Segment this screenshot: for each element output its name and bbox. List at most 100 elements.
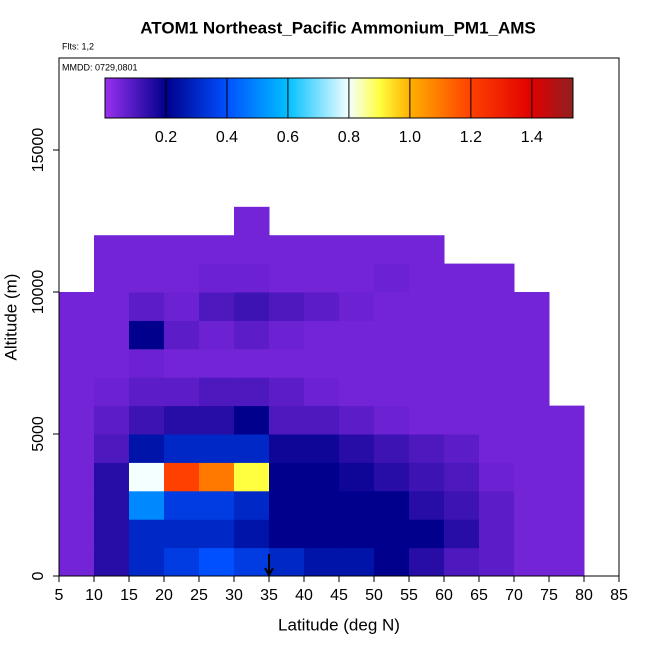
- heat-cell: [374, 547, 410, 577]
- heat-cell: [269, 320, 305, 350]
- y-tick-label: 5000: [30, 416, 47, 452]
- heat-cell: [444, 292, 480, 321]
- heat-cell: [339, 377, 375, 407]
- heat-cell: [409, 263, 445, 293]
- heat-cell: [549, 519, 585, 549]
- heat-cell: [374, 405, 410, 435]
- x-tick-label: 65: [470, 587, 488, 604]
- heat-cell: [479, 462, 515, 492]
- heat-cell: [374, 320, 410, 350]
- colorbar-tick-label: 0.8: [338, 129, 360, 146]
- colorbar: [104, 77, 574, 119]
- heat-cell: [374, 292, 410, 321]
- heat-cell: [164, 490, 200, 520]
- heat-cell: [129, 434, 165, 463]
- x-tick-label: 60: [435, 587, 453, 604]
- heat-cell: [409, 320, 445, 350]
- x-tick-label: 5: [55, 587, 64, 604]
- heat-cell: [164, 434, 200, 463]
- x-tick-label: 15: [120, 587, 138, 604]
- heat-cell: [479, 519, 515, 549]
- heat-cell: [549, 434, 585, 463]
- x-tick-label: 80: [575, 587, 593, 604]
- heat-cell: [129, 263, 165, 293]
- heat-cell: [479, 405, 515, 435]
- heat-cell: [444, 405, 480, 435]
- heat-cell: [94, 490, 130, 520]
- heat-cell: [409, 292, 445, 321]
- heat-cell: [94, 405, 130, 435]
- heat-cell: [269, 434, 305, 463]
- heat-cell: [129, 405, 165, 435]
- heat-cell: [374, 263, 410, 293]
- heat-cell: [269, 405, 305, 435]
- x-tick-label: 35: [260, 587, 278, 604]
- colorbar-tick-label: 1.2: [460, 129, 482, 146]
- heat-cell: [304, 405, 340, 435]
- heat-cell: [444, 547, 480, 577]
- heat-cell: [339, 519, 375, 549]
- x-tick-label: 40: [295, 587, 313, 604]
- arrow-head: [264, 567, 274, 578]
- heat-cell: [304, 434, 340, 463]
- colorbar-tick-label: 1.0: [399, 129, 421, 146]
- heat-cell: [199, 348, 235, 378]
- heat-cell: [164, 292, 200, 321]
- heat-cell: [409, 462, 445, 492]
- heat-cell: [409, 434, 445, 463]
- heat-cell: [129, 490, 165, 520]
- heat-cell: [199, 462, 235, 492]
- heat-cell: [339, 434, 375, 463]
- heat-cell: [164, 320, 200, 350]
- heat-cell: [479, 434, 515, 463]
- heat-cell: [374, 462, 410, 492]
- heat-cell: [59, 547, 95, 577]
- heat-cell: [374, 490, 410, 520]
- heat-cell: [199, 320, 235, 350]
- colorbar-tick-label: 0.6: [277, 129, 299, 146]
- heat-cell: [59, 405, 95, 435]
- heat-cell: [409, 519, 445, 549]
- heat-cell: [94, 292, 130, 321]
- heat-cell: [129, 320, 165, 350]
- heat-cell: [269, 263, 305, 293]
- heat-cell: [59, 377, 95, 407]
- x-tick-label: 45: [330, 587, 348, 604]
- heat-cell: [269, 348, 305, 378]
- heat-cell: [234, 235, 270, 265]
- heat-cell: [59, 519, 95, 549]
- heat-cell: [269, 519, 305, 549]
- colorbar-tick-label: 0.4: [216, 129, 238, 146]
- heat-cell: [234, 263, 270, 293]
- heat-cell: [199, 434, 235, 463]
- heat-cell: [129, 462, 165, 492]
- heat-cell: [199, 547, 235, 577]
- heat-cell: [339, 405, 375, 435]
- heat-cell: [269, 377, 305, 407]
- heat-cell: [234, 490, 270, 520]
- heat-cell: [164, 519, 200, 549]
- heat-cell: [234, 462, 270, 492]
- heat-cell: [269, 292, 305, 321]
- heat-cell: [304, 263, 340, 293]
- overlay: 5 10 15 20 25 30 35 40 45 50 55 60 65 70 75 80 85 0 5000 10…: [30, 57, 628, 604]
- x-tick-label: 20: [155, 587, 173, 604]
- heat-cell: [164, 462, 200, 492]
- x-tick-label: 70: [505, 587, 523, 604]
- heat-cell: [549, 490, 585, 520]
- heat-cell: [129, 235, 165, 265]
- heat-cell: [409, 377, 445, 407]
- x-tick-label: 30: [225, 587, 243, 604]
- y-tick-label: 10000: [30, 270, 47, 315]
- x-tick-label: 50: [365, 587, 383, 604]
- heat-cell: [479, 292, 515, 321]
- heatmap: [59, 206, 585, 577]
- heat-cell: [514, 519, 550, 549]
- x-tick-label: 75: [540, 587, 558, 604]
- colorbar-tick-label: 0.2: [155, 129, 177, 146]
- heat-cell: [444, 377, 480, 407]
- heat-cell: [304, 462, 340, 492]
- heat-cell: [94, 462, 130, 492]
- heat-cell: [94, 519, 130, 549]
- x-tick-label: 85: [610, 587, 628, 604]
